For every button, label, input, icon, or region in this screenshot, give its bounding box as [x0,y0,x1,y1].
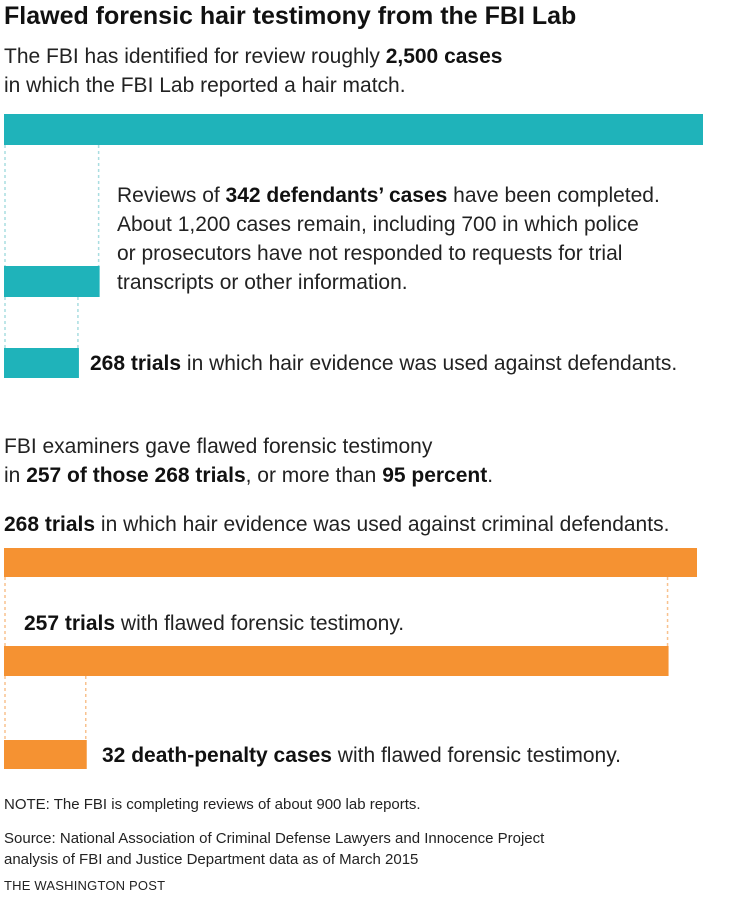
section2-bold1: 257 of those 268 trials [26,464,246,487]
section2-text: FBI examiners gave flawed forensic testi… [4,432,493,490]
teal-trials-bold: 268 trials [90,352,182,375]
teal-bar-reviewed [4,266,100,297]
source-line1: Source: National Association of Criminal… [4,830,545,847]
section2-line1: FBI examiners gave flawed forensic testi… [4,435,433,458]
source: Source: National Association of Criminal… [4,828,544,870]
intro-pre: The FBI has identified for review roughl… [4,45,386,68]
completed-pre: Reviews of [117,184,226,207]
teal-trials-label: 268 trials in which hair evidence was us… [90,349,677,378]
orange-a-label: 268 trials in which hair evidence was us… [4,510,669,539]
intro-post: in which the FBI Lab reported a hair mat… [4,74,406,97]
orange-c-bold: 32 death-penalty cases [102,744,332,767]
orange-bar-32 [4,740,87,769]
orange-b-label: 257 trials with flawed forensic testimon… [24,609,404,638]
intro-text: The FBI has identified for review roughl… [4,42,502,100]
orange-bar-257 [4,646,669,676]
teal-bar-trials [4,348,79,378]
chart-title: Flawed forensic hair testimony from the … [4,2,577,30]
orange-c-label: 32 death-penalty cases with flawed foren… [102,741,621,770]
completed-bold: 342 defendants’ cases [225,184,448,207]
orange-c-post: with flawed forensic testimony. [331,744,622,767]
orange-bar-268 [4,548,697,577]
orange-a-post: in which hair evidence was used against … [95,513,670,536]
orange-b-bold: 257 trials [24,612,116,635]
orange-a-bold: 268 trials [4,513,96,536]
section2-line2-post: . [487,464,494,487]
section2-line2-mid: , or more than [245,464,383,487]
orange-b-post: with flawed forensic testimony. [115,612,405,635]
teal-bar-total [4,114,703,145]
note: NOTE: The FBI is completing reviews of a… [4,796,421,813]
completed-line4: transcripts or other information. [117,271,408,294]
completed-line3: or prosecutors have not responded to req… [117,242,623,265]
source-line2: analysis of FBI and Justice Department d… [4,851,419,868]
section2-bold2: 95 percent [382,464,488,487]
completed-label: Reviews of 342 defendants’ cases have be… [117,181,660,297]
intro-bold: 2,500 cases [385,45,503,68]
credit: THE WASHINGTON POST [4,878,166,893]
completed-line2: About 1,200 cases remain, including 700 … [117,213,639,236]
teal-trials-post: in which hair evidence was used against … [181,352,678,375]
section2-line2-pre: in [4,464,27,487]
completed-post: have been completed. [447,184,660,207]
